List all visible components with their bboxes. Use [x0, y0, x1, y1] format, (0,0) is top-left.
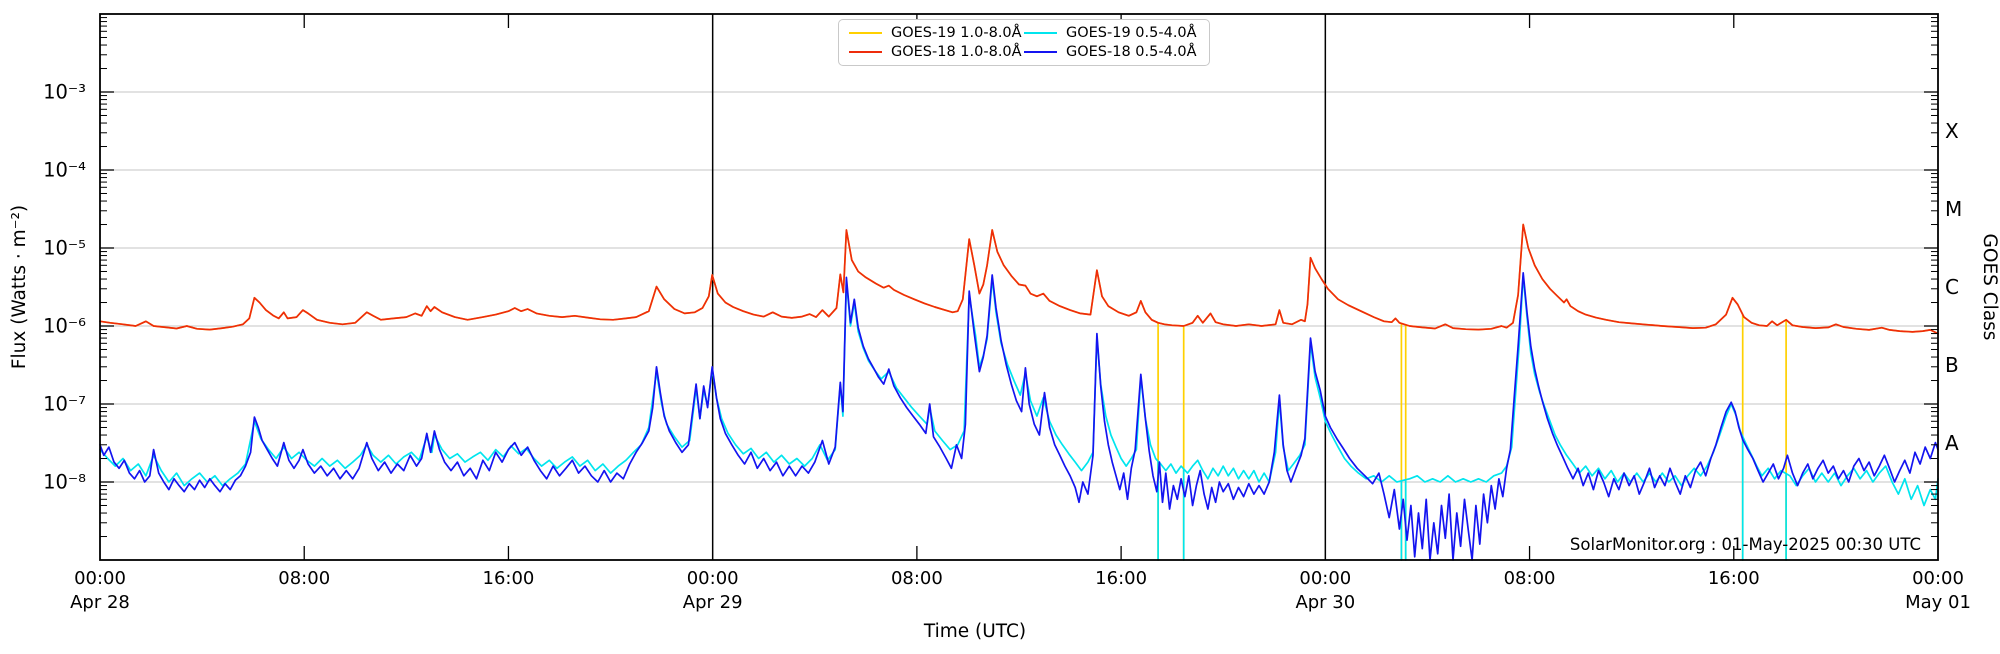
y-axis-title: Flux (Watts · m⁻²): [9, 205, 30, 369]
legend-item-goes19-short: GOES-19 0.5-4.0Å: [1024, 25, 1199, 41]
goes-class-labels: X M C B A: [1945, 119, 1962, 455]
day-boundary-lines: [711, 14, 1327, 560]
legend-label: GOES-19 0.5-4.0Å: [1066, 24, 1197, 41]
svg-text:00:00: 00:00: [687, 568, 739, 589]
svg-text:B: B: [1945, 353, 1959, 377]
legend-item-goes18-short: GOES-18 0.5-4.0Å: [1024, 44, 1199, 60]
svg-text:10⁻³: 10⁻³: [43, 81, 86, 104]
svg-text:May 01: May 01: [1905, 592, 1971, 613]
svg-text:A: A: [1945, 431, 1959, 455]
svg-text:M: M: [1945, 197, 1962, 221]
svg-text:16:00: 16:00: [1095, 568, 1147, 589]
svg-text:X: X: [1945, 119, 1959, 143]
svg-text:00:00: 00:00: [1299, 568, 1351, 589]
x-tick-labels: 00:00 Apr 28 08:00 16:00 00:00 Apr 29 08:00 16:…: [70, 568, 1971, 613]
svg-text:08:00: 08:00: [278, 568, 330, 589]
svg-text:00:00: 00:00: [1912, 568, 1964, 589]
plot-border: [99, 13, 1939, 561]
y-tick-labels: 10⁻³ 10⁻⁴ 10⁻⁵ 10⁻⁶ 10⁻⁷ 10⁻⁸: [43, 81, 86, 494]
svg-text:10⁻⁴: 10⁻⁴: [43, 159, 86, 182]
legend-label: GOES-18 0.5-4.0Å: [1066, 44, 1197, 61]
legend-line-sample-goes18-short: [1024, 51, 1057, 54]
axis-ticks: [100, 14, 1938, 560]
gridlines: [100, 91, 1938, 483]
legend-label: GOES-18 1.0-8.0Å: [891, 44, 1022, 61]
watermark: SolarMonitor.org : 01-May-2025 00:30 UTC: [1570, 535, 1921, 554]
series-line-goes-18-1-0-8-0-: [99, 223, 1939, 335]
series-line-goes-18-0-5-4-0-: [99, 272, 1939, 561]
legend: GOES-19 1.0-8.0Å GOES-18 1.0-8.0Å GOES-1…: [838, 19, 1210, 66]
svg-text:16:00: 16:00: [1708, 568, 1760, 589]
svg-text:Apr 30: Apr 30: [1295, 592, 1355, 613]
svg-text:16:00: 16:00: [483, 568, 535, 589]
legend-line-sample-goes19-short: [1024, 31, 1057, 34]
legend-label: GOES-19 1.0-8.0Å: [891, 24, 1022, 41]
svg-text:C: C: [1945, 275, 1959, 299]
series-lines: [99, 223, 1939, 561]
legend-line-sample-goes19-long: [849, 31, 882, 34]
x-axis-title: Time (UTC): [923, 621, 1026, 642]
y2-axis-title: GOES Class: [1979, 234, 2000, 341]
legend-line-sample-goes18-long: [849, 51, 882, 54]
svg-text:10⁻⁸: 10⁻⁸: [43, 471, 86, 494]
svg-text:08:00: 08:00: [891, 568, 943, 589]
series-line-goes-19-0-5-4-0-: [99, 274, 1939, 561]
svg-text:10⁻⁵: 10⁻⁵: [43, 237, 86, 260]
svg-text:Apr 29: Apr 29: [683, 592, 743, 613]
svg-text:10⁻⁷: 10⁻⁷: [43, 393, 86, 416]
svg-text:00:00: 00:00: [74, 568, 126, 589]
legend-item-goes18-long: GOES-18 1.0-8.0Å: [849, 44, 1024, 60]
svg-text:Apr 28: Apr 28: [70, 592, 130, 613]
plot-area: 00:00 Apr 28 08:00 16:00 00:00 Apr 29 08:00 16:…: [43, 13, 1971, 613]
svg-text:08:00: 08:00: [1504, 568, 1556, 589]
legend-item-goes19-long: GOES-19 1.0-8.0Å: [849, 25, 1024, 41]
svg-text:10⁻⁶: 10⁻⁶: [43, 315, 86, 338]
